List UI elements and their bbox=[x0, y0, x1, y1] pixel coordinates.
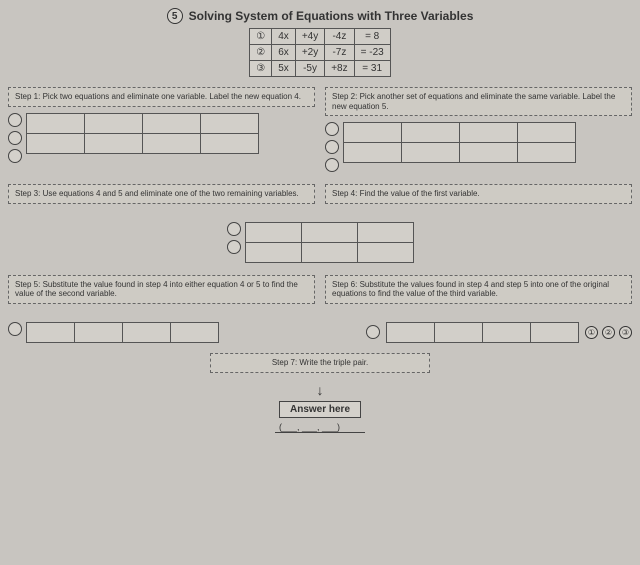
problem-number-circle: 5 bbox=[167, 8, 183, 24]
select-eq2[interactable]: ② bbox=[602, 326, 615, 339]
worksheet-title: Solving System of Equations with Three V… bbox=[189, 9, 474, 23]
equations-table: ① 4x +4y -4z = 8 ② 6x +2y -7z = -23 ③ 5x… bbox=[249, 28, 390, 77]
steps-5-6-row: Step 5: Substitute the value found in st… bbox=[8, 275, 632, 310]
eq3-c3: +8z bbox=[325, 61, 354, 77]
step1-box: Step 1: Pick two equations and eliminate… bbox=[8, 87, 315, 107]
blank-circle bbox=[366, 325, 380, 339]
eq3-c1: 5x bbox=[272, 61, 296, 77]
answer-label: Answer here bbox=[279, 401, 361, 418]
blank-circle bbox=[325, 158, 339, 172]
eq-row-2: ② 6x +2y -7z = -23 bbox=[250, 45, 390, 61]
answer-triple-field[interactable]: (___, ___, ___) bbox=[275, 422, 365, 433]
step6-work-area: ① ② ③ bbox=[366, 322, 632, 343]
step3-circles bbox=[227, 222, 241, 254]
step5-work-area bbox=[8, 322, 219, 343]
eq1-c3: -4z bbox=[325, 29, 354, 45]
blank-circle bbox=[8, 131, 22, 145]
select-eq3[interactable]: ③ bbox=[619, 326, 632, 339]
step2-box: Step 2: Pick another set of equations an… bbox=[325, 87, 632, 116]
steps-1-2-row: Step 1: Pick two equations and eliminate… bbox=[8, 87, 632, 172]
step6-box: Step 6: Substitute the values found in s… bbox=[325, 275, 632, 304]
step2-col: Step 2: Pick another set of equations an… bbox=[325, 87, 632, 172]
eq3-c2: -5y bbox=[295, 61, 324, 77]
worksheet-header: 5 Solving System of Equations with Three… bbox=[8, 8, 632, 24]
eq2-label: ② bbox=[250, 45, 272, 61]
eq3-label: ③ bbox=[250, 61, 272, 77]
step1-col: Step 1: Pick two equations and eliminate… bbox=[8, 87, 315, 172]
blank-circle bbox=[8, 149, 22, 163]
blank-circle bbox=[325, 140, 339, 154]
step1-work-grid[interactable] bbox=[26, 113, 259, 154]
blank-circle bbox=[8, 322, 22, 336]
eq2-c2: +2y bbox=[295, 45, 324, 61]
blank-circle bbox=[227, 240, 241, 254]
step6-work-grid[interactable] bbox=[386, 322, 579, 343]
step5-work-grid[interactable] bbox=[26, 322, 219, 343]
eq3-c4: = 31 bbox=[354, 61, 390, 77]
step7-box: Step 7: Write the triple pair. bbox=[210, 353, 430, 373]
eq1-label: ① bbox=[250, 29, 272, 45]
step3-box: Step 3: Use equations 4 and 5 and elimin… bbox=[8, 184, 315, 204]
eq1-c4: = 8 bbox=[354, 29, 390, 45]
blank-circle bbox=[227, 222, 241, 236]
eq1-c1: 4x bbox=[272, 29, 296, 45]
step5-box: Step 5: Substitute the value found in st… bbox=[8, 275, 315, 304]
eq2-c3: -7z bbox=[325, 45, 354, 61]
eq-row-1: ① 4x +4y -4z = 8 bbox=[250, 29, 390, 45]
step4-box: Step 4: Find the value of the first vari… bbox=[325, 184, 632, 204]
steps-3-4-row: Step 3: Use equations 4 and 5 and elimin… bbox=[8, 184, 632, 210]
step2-circles bbox=[325, 122, 339, 172]
eq2-c1: 6x bbox=[272, 45, 296, 61]
select-eq1[interactable]: ① bbox=[585, 326, 598, 339]
eq1-c2: +4y bbox=[295, 29, 324, 45]
eq-row-3: ③ 5x -5y +8z = 31 bbox=[250, 61, 390, 77]
original-eq-selectors: ① ② ③ bbox=[585, 326, 632, 339]
steps-5-6-work-row: ① ② ③ bbox=[8, 322, 632, 343]
eq2-c4: = -23 bbox=[354, 45, 390, 61]
step3-work-area bbox=[8, 222, 632, 263]
step1-circles bbox=[8, 113, 22, 163]
step2-work-grid[interactable] bbox=[343, 122, 576, 163]
answer-area: Step 7: Write the triple pair. ↓ Answer … bbox=[8, 353, 632, 433]
blank-circle bbox=[8, 113, 22, 127]
blank-circle bbox=[325, 122, 339, 136]
down-arrow-icon: ↓ bbox=[317, 383, 324, 397]
step3-work-grid[interactable] bbox=[245, 222, 414, 263]
